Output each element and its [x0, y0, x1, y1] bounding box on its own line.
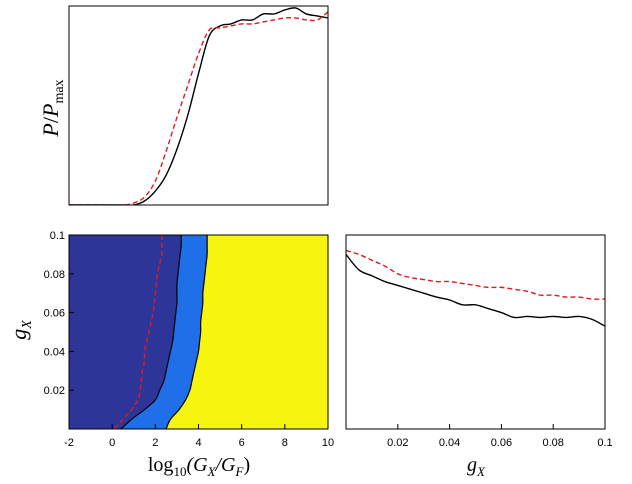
x-tick-label: 0: [109, 437, 115, 449]
y-label-subscript: X: [20, 320, 35, 330]
top-left-y-label-subscript: max: [52, 79, 67, 103]
bottom-left-x-ticks: -2 0 2 4 6 8 10: [64, 424, 334, 449]
top-left-series-0-line: [69, 7, 328, 205]
region-1-boundary: [120, 235, 182, 429]
br-x-label-symbol: g: [467, 454, 477, 476]
x-tick-label: 0.1: [597, 437, 612, 449]
x-tick-label: 10: [322, 437, 334, 449]
bottom-left-x-axis-label: log10(GX/GF): [148, 454, 250, 479]
top-left-frame: [68, 5, 329, 206]
x-label-numerator-sub: X: [207, 464, 217, 479]
bottom-left-panel: -2 0 2 4 6 8 10 0.020.040.060.080.1 log10(GX/G…: [6, 230, 334, 479]
top-left-y-label-symbol: P: [38, 123, 63, 137]
bottom-right-frame: [345, 234, 606, 430]
x-tick-label: 0.08: [542, 437, 563, 449]
x-tick-label: 2: [152, 437, 158, 449]
x-label-denominator: /G: [215, 454, 237, 476]
x-tick-label: 6: [239, 437, 245, 449]
bottom-left-plot-area: [69, 235, 328, 429]
bottom-right-series-1-line: [346, 249, 605, 300]
bottom-right-x-ticks: 0.02 0.04 0.06 0.08 0.1: [387, 424, 613, 449]
y-tick-label: 0.1: [50, 230, 65, 242]
bottom-left-y-ticks: 0.02 0.04 0.06 0.08 0.1: [44, 230, 74, 397]
x-label-close-paren: ): [243, 454, 250, 476]
x-label-denominator-sub: F: [235, 464, 245, 479]
x-label-numerator: (G: [186, 454, 208, 476]
bottom-left-y-axis-label: gX: [6, 320, 35, 340]
dashed-boundary-line: [113, 235, 163, 429]
y-tick-label: 0.08: [44, 269, 65, 281]
x-tick-label: 0.04: [439, 437, 460, 449]
x-tick-label: 4: [195, 437, 201, 449]
x-label-log-base: 10: [173, 464, 186, 479]
br-x-label-subscript: X: [476, 464, 486, 479]
x-tick-label: -2: [64, 437, 74, 449]
y-tick-label: 0.02: [44, 385, 65, 397]
x-tick-label: 0.02: [387, 437, 408, 449]
y-tick-label: 0.06: [44, 308, 65, 320]
bottom-right-plot-area: [346, 249, 605, 327]
region-0-boundary: [165, 235, 208, 429]
x-tick-label: 8: [282, 437, 288, 449]
y-tick-label: 0.04: [44, 346, 65, 358]
bottom-right-panel: 0.02 0.04 0.06 0.08 0.1 gX: [345, 234, 613, 479]
top-left-y-label-slash: /: [38, 116, 63, 123]
bottom-right-x-axis-label: gX: [467, 454, 486, 479]
y-label-symbol: g: [6, 329, 31, 340]
bottom-right-series-0-line: [346, 253, 605, 327]
top-left-panel: P/Pmax: [38, 5, 329, 206]
x-tick-label: 0.06: [491, 437, 512, 449]
x-label-log: log: [148, 454, 174, 476]
top-left-series-1-line: [69, 11, 328, 205]
top-left-y-label-symbol-2: P: [38, 104, 63, 118]
top-left-y-axis-label: P/Pmax: [38, 79, 67, 137]
top-left-plot-area: [69, 7, 328, 205]
region-1-fill: [69, 235, 182, 429]
